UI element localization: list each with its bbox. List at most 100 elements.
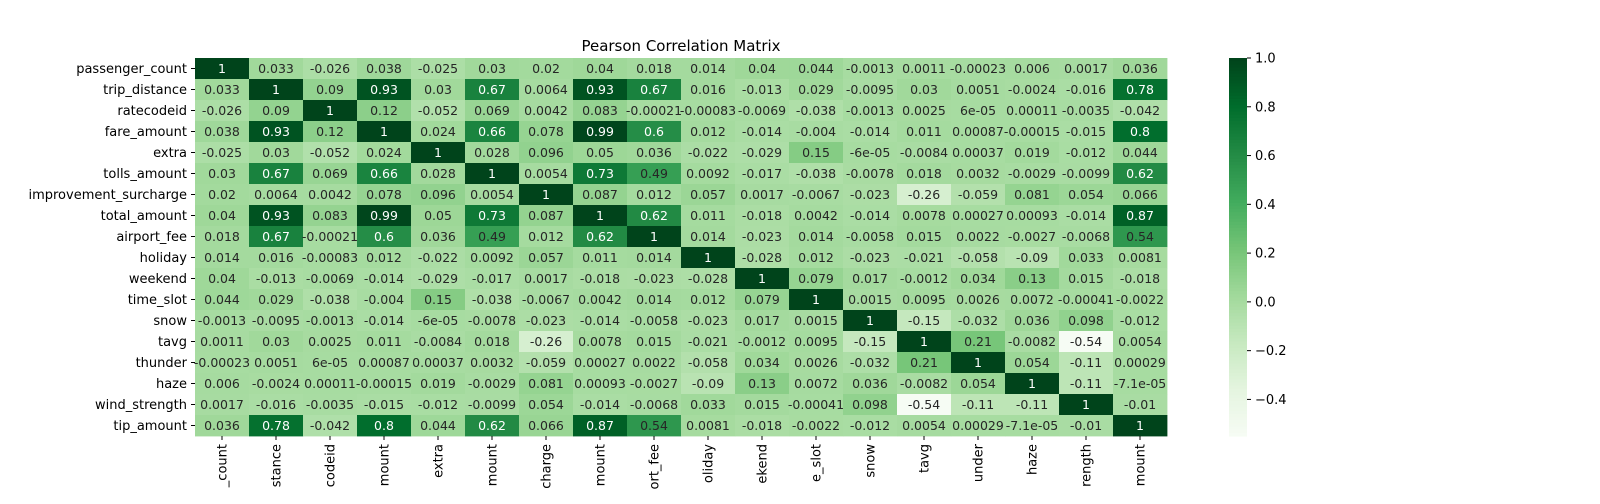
- colorbar-segment: [1229, 193, 1247, 198]
- heatmap-cell: [735, 394, 790, 416]
- heatmap-cell-label: -0.0067: [522, 292, 570, 307]
- heatmap-cell: [951, 79, 1006, 101]
- heatmap-cell-label: 0.098: [852, 397, 888, 412]
- heatmap-cell-label: -0.016: [256, 397, 296, 412]
- heatmap-cell: [1005, 121, 1060, 143]
- heatmap-cell-label: 1: [218, 61, 226, 76]
- colorbar-segment: [1229, 199, 1247, 204]
- heatmap-cell: [573, 289, 628, 311]
- heatmap-cell-label: 0.036: [204, 418, 240, 433]
- heatmap-cell: [951, 331, 1006, 353]
- heatmap-cell-label: -0.0084: [414, 334, 462, 349]
- heatmap-cell: [249, 58, 304, 80]
- colorbar-segment: [1229, 407, 1247, 412]
- heatmap-cell-label: 0.62: [586, 229, 614, 244]
- heatmap-cell-label: 6e-05: [960, 103, 996, 118]
- colorbar-segment: [1229, 117, 1247, 122]
- heatmap-cell: [735, 163, 790, 185]
- x-tick-label: oliday: [702, 444, 717, 483]
- heatmap-cell-label: 0.13: [748, 376, 776, 391]
- heatmap-cell-label: 0.033: [204, 82, 240, 97]
- heatmap-cell-label: 0.0042: [308, 187, 352, 202]
- heatmap-cell: [303, 58, 358, 80]
- heatmap-cell-label: 0.054: [1068, 187, 1104, 202]
- heatmap-cell-label: 0.0026: [794, 355, 838, 370]
- heatmap-cell: [303, 121, 358, 143]
- heatmap-cell: [843, 310, 898, 332]
- heatmap-cell: [1059, 163, 1114, 185]
- heatmap-cell-label: -0.00021: [626, 103, 682, 118]
- heatmap-cell-label: 0.014: [204, 250, 240, 265]
- heatmap-cell-label: 0.00093: [1006, 208, 1058, 223]
- heatmap-cell: [843, 373, 898, 395]
- heatmap-cell: [195, 415, 250, 437]
- heatmap-cell-label: 0.018: [636, 61, 672, 76]
- chart-title: Pearson Correlation Matrix: [581, 37, 780, 55]
- heatmap-cell: [465, 394, 520, 416]
- heatmap-cell: [195, 142, 250, 164]
- heatmap-cell-label: 0.036: [1014, 313, 1050, 328]
- heatmap-cell-label: -0.00041: [788, 397, 844, 412]
- heatmap-cell-label: -0.014: [742, 124, 782, 139]
- heatmap-cell-label: 0.03: [478, 61, 506, 76]
- heatmap-cell: [897, 121, 952, 143]
- heatmap-cell-label: 0.00087: [952, 124, 1004, 139]
- heatmap-cell: [627, 268, 682, 290]
- heatmap-cell: [1113, 184, 1168, 206]
- heatmap-cell-label: 0.011: [366, 334, 402, 349]
- colorbar-segment: [1229, 102, 1247, 106]
- heatmap-cell-label: -0.09: [1016, 250, 1048, 265]
- heatmap-cell-label: -0.013: [256, 271, 296, 286]
- colorbar-segment: [1229, 316, 1247, 321]
- heatmap-cell: [681, 415, 736, 437]
- heatmap-cell: [735, 58, 790, 80]
- heatmap-cell: [195, 163, 250, 185]
- heatmap-cell-label: 0.0081: [1118, 250, 1162, 265]
- heatmap-cell: [465, 310, 520, 332]
- colorbar-segment: [1229, 319, 1247, 324]
- colorbar-segment: [1229, 341, 1247, 346]
- heatmap-cell-label: 0.0026: [956, 292, 1000, 307]
- heatmap-cell: [357, 163, 412, 185]
- heatmap-cell-label: 0.015: [636, 334, 672, 349]
- heatmap-cell: [519, 79, 574, 101]
- heatmap-cell-label: 0.033: [690, 397, 726, 412]
- heatmap-cell-label: 0.0095: [902, 292, 946, 307]
- heatmap-cell-label: 1: [1136, 418, 1144, 433]
- heatmap-cell: [789, 373, 844, 395]
- colorbar-segment: [1229, 202, 1247, 207]
- colorbar-segment: [1229, 165, 1247, 169]
- heatmap-cell: [195, 247, 250, 269]
- heatmap-cell: [951, 289, 1006, 311]
- heatmap-cell-label: -0.15: [908, 313, 940, 328]
- colorbar-segment: [1229, 146, 1247, 150]
- heatmap-cell-label: -0.017: [742, 166, 782, 181]
- heatmap-cell-label: -7.1e-05: [1114, 376, 1167, 391]
- heatmap-cell: [519, 268, 574, 290]
- heatmap-cell: [897, 163, 952, 185]
- heatmap-cell: [897, 79, 952, 101]
- heatmap-cell-label: 0.066: [528, 418, 564, 433]
- heatmap-cell: [303, 247, 358, 269]
- heatmap-cell-label: -0.54: [1070, 334, 1102, 349]
- heatmap-cell-label: 0.66: [370, 166, 398, 181]
- heatmap-cell-label: 0.079: [798, 271, 834, 286]
- colorbar-segment: [1229, 388, 1247, 393]
- colorbar-segment: [1229, 354, 1247, 358]
- heatmap-cell-label: -0.013: [742, 82, 782, 97]
- heatmap-cell-label: 0.99: [370, 208, 398, 223]
- heatmap-cell-label: -0.012: [418, 397, 458, 412]
- colorbar-segment: [1229, 143, 1247, 147]
- heatmap-cell: [735, 268, 790, 290]
- heatmap-cell-label: 0.0025: [902, 103, 946, 118]
- heatmap-cell-label: 0.67: [262, 166, 290, 181]
- x-tick-label: mount: [486, 444, 501, 486]
- heatmap-cell: [195, 121, 250, 143]
- heatmap-cell: [573, 121, 628, 143]
- heatmap-cell: [897, 415, 952, 437]
- heatmap-cell-label: 0.019: [420, 376, 456, 391]
- heatmap-cell-label: -0.038: [310, 292, 350, 307]
- heatmap-cell-label: 0.024: [420, 124, 456, 139]
- colorbar-segment: [1229, 291, 1247, 295]
- heatmap-cell: [1113, 394, 1168, 416]
